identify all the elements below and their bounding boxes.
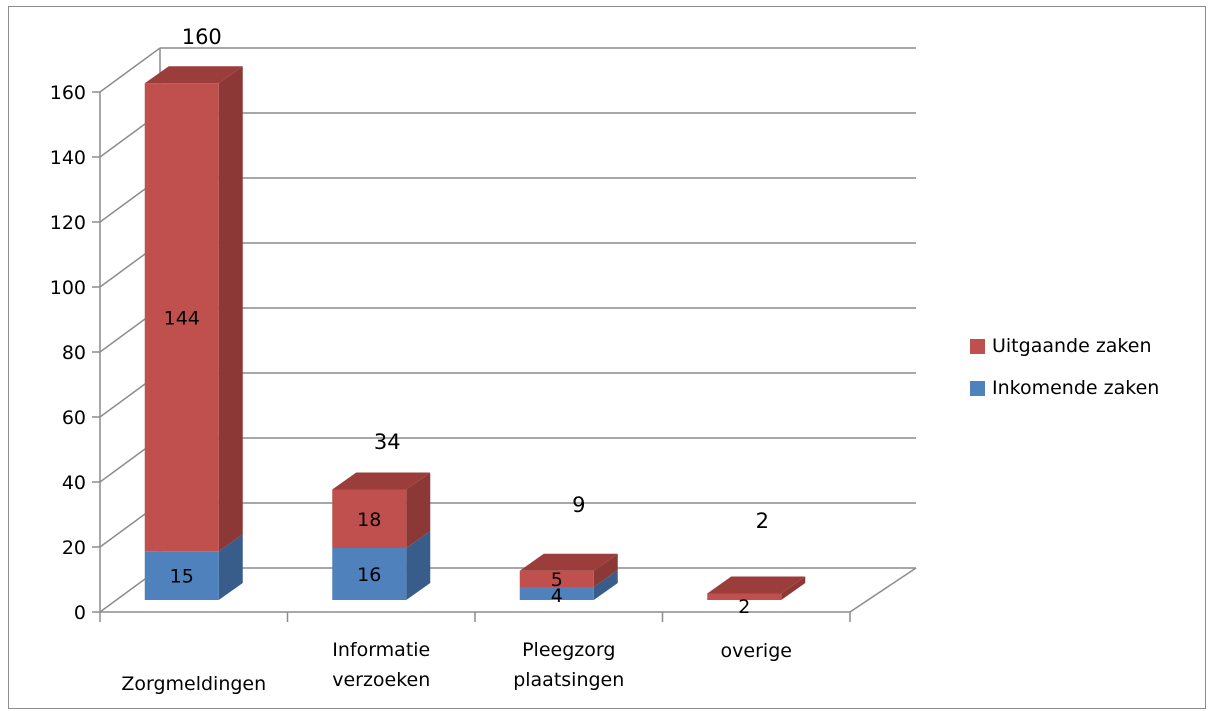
bars [144,66,806,600]
labels: 15 144 160 16 18 34 45 9 2 2 [164,25,769,618]
bar-uitgaande [707,593,782,600]
y-tick-label: 160 [50,82,86,104]
data-label-uitgaande: 144 [164,307,200,329]
y-tick-label: 60 [62,407,86,429]
bar-inkomende [519,587,594,600]
total-label: 34 [374,430,401,454]
bar-side-uitgaande [781,576,806,600]
data-label-inkomende: 16 [357,564,381,586]
bar-side-inkomende [593,570,618,600]
bar-inkomende [332,548,407,600]
legend-item-inkomende: Inkomende zaken [970,367,1159,409]
y-tick-label: 140 [50,147,86,169]
x-tick-label: Zorgmeldingen [121,673,266,695]
legend-swatch-inkomende [970,380,985,396]
total-label: 9 [572,493,585,517]
y-tick-label: 40 [62,472,86,494]
y-tick-label: 20 [62,537,86,559]
bar-side-uitgaande [406,472,431,548]
bar-top [144,66,243,84]
legend-swatch-uitgaande [970,338,985,354]
bar-side-uitgaande [218,66,243,552]
bar-top [707,576,806,594]
legend-label-inkomende: Inkomende zaken [992,377,1160,399]
y-tick-label: 0 [74,602,86,624]
gridlines [99,47,916,613]
x-tick-label: Informatie verzoeken [332,639,430,691]
bar-side-inkomende [406,531,431,600]
data-label-uitgaande: 2 [738,596,750,618]
bar-top [519,553,618,571]
bar-side-uitgaande [593,553,618,587]
bar-uitgaande [144,83,219,552]
grid-diagonal [99,47,161,93]
y-tick-label: 100 [50,277,86,299]
legend-item-uitgaande: Uitgaande zaken [970,325,1159,367]
bar-side-inkomende [218,534,243,600]
bar-uitgaande [519,570,594,587]
data-label-inkomende: 4 [551,585,563,607]
y-tick-label: 80 [62,342,86,364]
data-label-inkomende: 15 [170,566,194,588]
data-label-uitgaande: 18 [357,509,381,531]
bar-top [332,472,431,490]
bar-uitgaande [332,489,407,548]
y-tick-label: 120 [50,212,86,234]
x-tick-label: overige [721,640,792,662]
floor-right-edge [849,567,917,613]
total-label: 160 [182,25,222,49]
x-tick-label: Pleegzorg plaatsingen [513,639,624,691]
legend-label-uitgaande: Uitgaande zaken [992,335,1152,357]
bar-inkomende [144,551,219,600]
total-label: 2 [756,509,769,533]
data-label-uitgaande: 5 [551,569,563,591]
legend: Uitgaande zaken Inkomende zaken [970,325,1159,409]
